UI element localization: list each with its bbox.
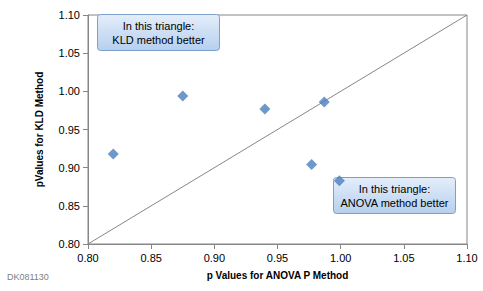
svg-text:1.10: 1.10 [59, 9, 80, 21]
svg-text:pValues for KLD Method: pValues for KLD Method [34, 72, 45, 188]
svg-text:0.90: 0.90 [59, 162, 80, 174]
svg-text:0.95: 0.95 [267, 252, 288, 264]
svg-text:0.85: 0.85 [140, 252, 161, 264]
svg-text:1.05: 1.05 [393, 252, 414, 264]
svg-text:1.00: 1.00 [59, 85, 80, 97]
svg-text:0.90: 0.90 [204, 252, 225, 264]
svg-text:DK081130: DK081130 [7, 272, 49, 282]
svg-text:0.80: 0.80 [59, 238, 80, 250]
svg-text:1.00: 1.00 [330, 252, 351, 264]
svg-text:In this triangle:: In this triangle: [359, 183, 431, 195]
svg-text:KLD method better: KLD method better [112, 34, 205, 46]
svg-text:1.05: 1.05 [59, 47, 80, 59]
svg-text:In this triangle:: In this triangle: [123, 20, 195, 32]
svg-text:p Values for ANOVA P Method: p Values for ANOVA P Method [207, 270, 349, 281]
svg-text:1.10: 1.10 [456, 252, 477, 264]
svg-text:0.95: 0.95 [59, 124, 80, 136]
svg-text:0.85: 0.85 [59, 200, 80, 212]
svg-text:0.80: 0.80 [77, 252, 98, 264]
svg-text:ANOVA method better: ANOVA method better [340, 197, 448, 209]
